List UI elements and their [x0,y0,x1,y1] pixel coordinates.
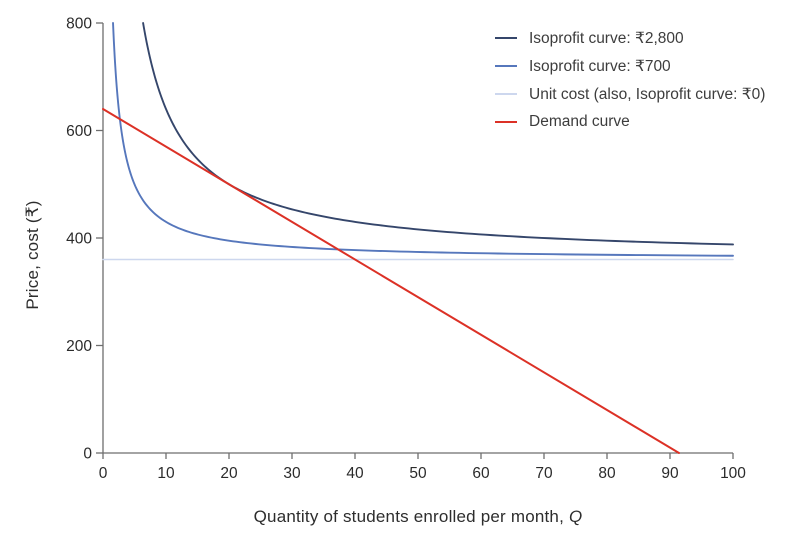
x-tick-label: 30 [283,465,301,482]
y-tick-label: 200 [66,338,92,355]
y-tick-label: 400 [66,231,92,248]
series-demand [102,108,680,454]
x-axis-title-text: Quantity of students enrolled per month, [253,507,569,526]
x-tick-label: 0 [99,465,108,482]
legend-swatch-isoprofit-2800 [495,36,517,40]
y-tick-label: 0 [83,446,92,463]
y-tick-label: 600 [66,123,92,140]
series-isoprofit-700 [112,22,734,257]
y-axis-title: Price, cost (₹) [23,200,42,310]
x-axis-title: Quantity of students enrolled per month,… [254,507,583,527]
legend-label-demand: Demand curve [529,113,630,130]
legend-swatch-demand [495,120,517,124]
legend-swatch-unit-cost [495,92,517,96]
legend-label-unit-cost: Unit cost (also, Isoprofit curve: ₹0) [529,85,766,103]
x-tick-label: 80 [598,465,616,482]
series-isoprofit-2800 [142,22,734,246]
legend-item-demand: Demand curve [495,108,765,136]
y-tick-label: 800 [66,16,92,33]
x-tick-label: 100 [720,465,746,482]
x-tick-label: 40 [346,465,364,482]
x-tick-label: 90 [661,465,679,482]
x-tick-label: 50 [409,465,427,482]
legend: Isoprofit curve: ₹2,800 Isoprofit curve:… [495,24,765,136]
x-tick-label: 60 [472,465,490,482]
x-tick-label: 70 [535,465,553,482]
x-tick-label: 20 [220,465,238,482]
x-axis-title-variable: Q [568,507,583,526]
legend-label-isoprofit-2800: Isoprofit curve: ₹2,800 [529,29,684,47]
legend-item-isoprofit-2800: Isoprofit curve: ₹2,800 [495,24,765,52]
legend-swatch-isoprofit-700 [495,64,517,68]
x-tick-label: 10 [157,465,175,482]
legend-label-isoprofit-700: Isoprofit curve: ₹700 [529,57,671,75]
legend-item-isoprofit-700: Isoprofit curve: ₹700 [495,52,765,80]
legend-item-unit-cost: Unit cost (also, Isoprofit curve: ₹0) [495,80,765,108]
